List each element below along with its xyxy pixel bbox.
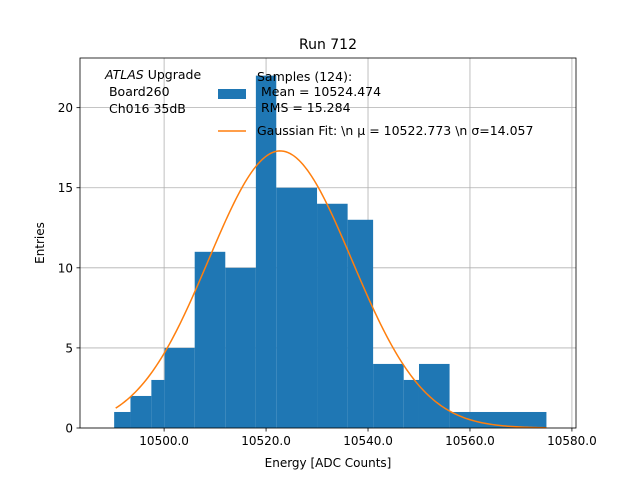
legend: Samples (124): Mean = 10524.474 RMS = 15… — [218, 69, 533, 138]
histogram-bar — [373, 363, 404, 428]
upgrade-label: Upgrade — [144, 67, 202, 82]
x-axis-ticks: 10500.0 10520.0 10540.0 10560.0 10580.0 — [139, 428, 597, 448]
histogram-bar — [403, 379, 419, 428]
x-tick-label: 10560.0 — [445, 434, 495, 448]
channel-label: Ch016 35dB — [105, 101, 186, 116]
x-tick-label: 10580.0 — [547, 434, 597, 448]
histogram-bar — [418, 363, 450, 428]
x-axis-label: Energy [ADC Counts] — [265, 456, 392, 470]
histogram-bar — [317, 203, 348, 428]
histogram-bar — [130, 395, 152, 428]
legend-fit-label: Gaussian Fit: \n μ = 10522.773 \n σ=14.0… — [257, 123, 533, 138]
legend-swatch-samples — [218, 89, 246, 99]
y-tick-label: 0 — [65, 422, 73, 436]
x-tick-label: 10540.0 — [343, 434, 393, 448]
board-label: Board260 — [105, 84, 170, 99]
legend-samples-line-1: Samples (124): — [257, 69, 352, 84]
plot-area-frame — [79, 57, 577, 429]
x-tick-label: 10500.0 — [139, 434, 189, 448]
atlas-label: ATLAS — [104, 67, 144, 82]
y-axis-label: Entries — [33, 222, 47, 264]
histogram-bar — [151, 379, 165, 428]
histogram-bar — [225, 267, 256, 428]
chart-title: Run 712 — [299, 37, 357, 53]
gaussian-fit-line — [115, 150, 547, 429]
histogram-bar — [449, 411, 547, 428]
histogram-bar — [347, 219, 374, 428]
y-tick-label: 10 — [58, 261, 73, 275]
y-tick-label: 15 — [58, 181, 73, 195]
y-tick-label: 20 — [58, 101, 73, 115]
svg-text:ATLAS Upgrade: ATLAS Upgrade — [104, 67, 201, 82]
x-tick-label: 10520.0 — [241, 434, 291, 448]
y-tick-label: 5 — [65, 341, 73, 355]
histogram-bar — [164, 347, 195, 428]
atlas-annotation: ATLAS Upgrade Board260 Ch016 35dB — [104, 67, 201, 116]
histogram-bar — [255, 75, 277, 428]
histogram-bar — [276, 187, 318, 428]
legend-samples-line-3: RMS = 15.284 — [257, 100, 351, 115]
histogram-bars — [114, 75, 547, 428]
legend-samples-line-2: Mean = 10524.474 — [257, 84, 381, 99]
y-axis-ticks: 0 5 10 15 20 — [58, 101, 80, 436]
histogram-bar — [114, 411, 131, 428]
histogram-bar — [194, 251, 226, 428]
